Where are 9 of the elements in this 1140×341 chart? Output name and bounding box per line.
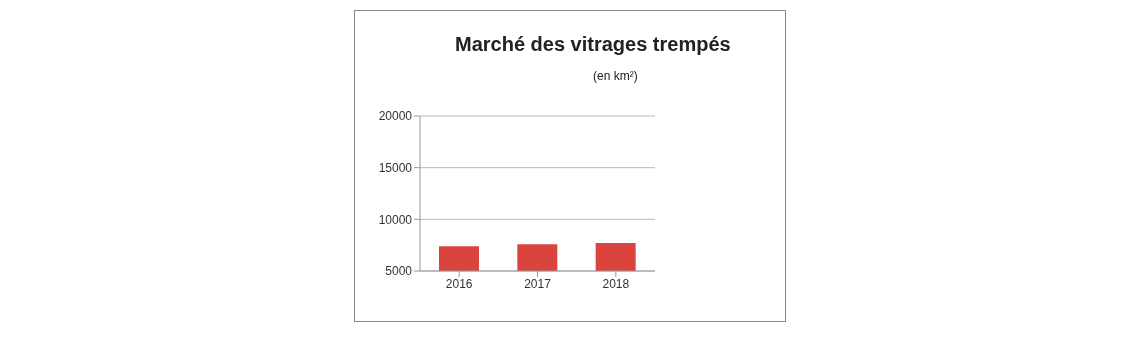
x-tick-label: 2016 xyxy=(445,276,473,291)
y-tick-label: 5000 xyxy=(385,264,413,279)
y-tick-label: 20000 xyxy=(378,109,413,124)
chart-title: Marché des vitrages trempés xyxy=(455,33,731,56)
x-tick-label: 2018 xyxy=(602,276,630,291)
chart-subtitle: (en km²) xyxy=(593,69,638,83)
y-tick-label: 15000 xyxy=(378,160,413,175)
y-tick-label: 10000 xyxy=(378,212,413,227)
x-tick-label: 2017 xyxy=(524,276,552,291)
